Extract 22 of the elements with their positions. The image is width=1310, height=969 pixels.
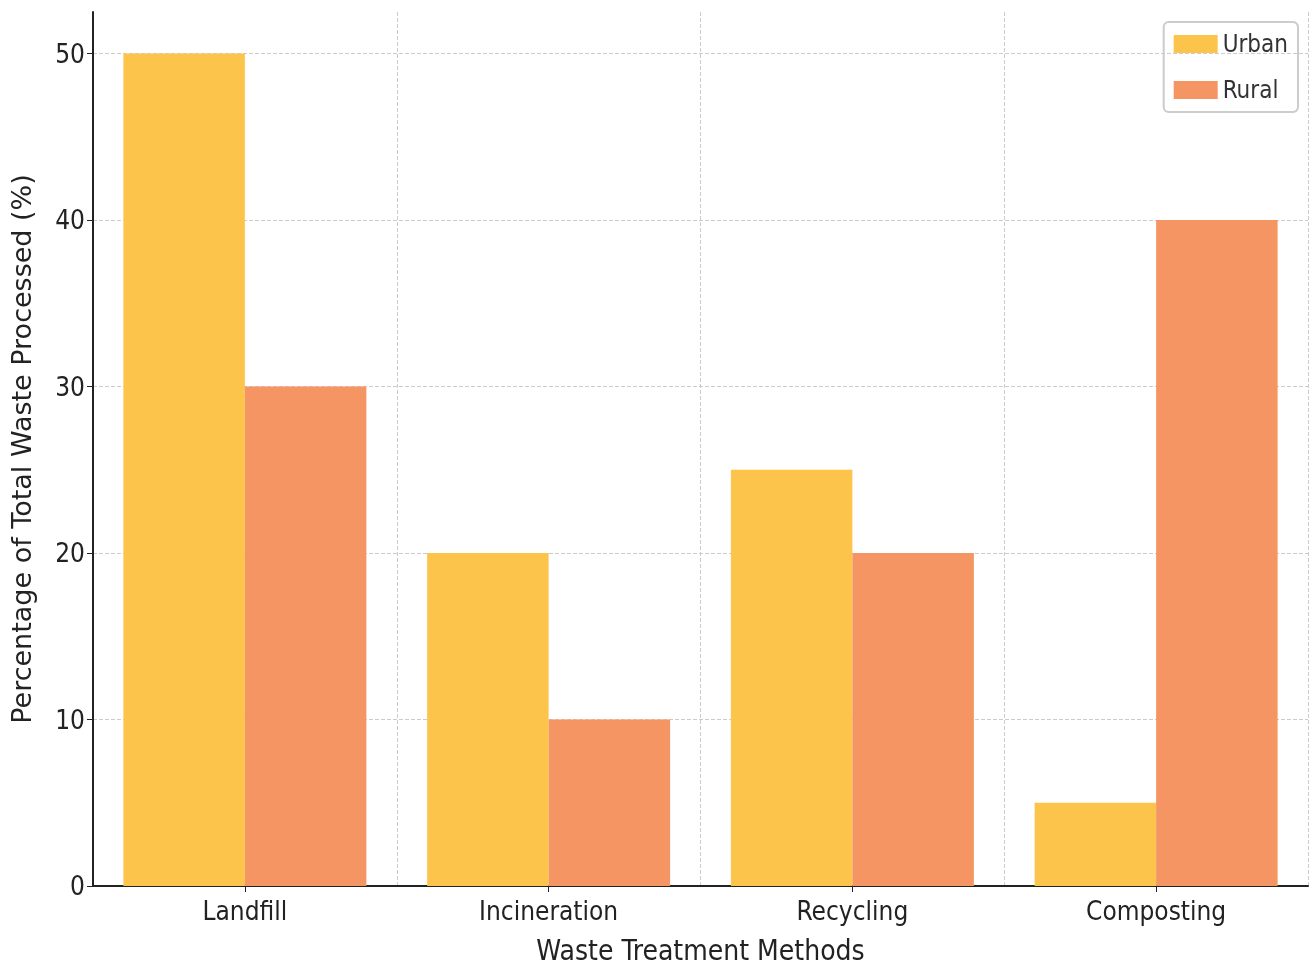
- x-tick-label: Incineration: [479, 896, 619, 926]
- y-tick-label: 20: [55, 538, 85, 569]
- x-axis-title: Waste Treatment Methods: [536, 933, 865, 967]
- x-tick-label: Landfill: [202, 896, 288, 926]
- legend-label: Urban: [1222, 30, 1288, 58]
- bar: [730, 469, 853, 886]
- bar: [244, 386, 367, 886]
- bar: [548, 719, 671, 886]
- legend-label: Rural: [1222, 76, 1279, 104]
- y-tick-label: 50: [55, 38, 85, 69]
- y-tick-label: 0: [70, 871, 85, 901]
- bar: [852, 553, 974, 886]
- x-tick-label: Recycling: [796, 896, 909, 926]
- bar: [427, 553, 549, 886]
- bar: [1156, 220, 1278, 886]
- y-tick-label: 40: [55, 205, 85, 236]
- bar: [1034, 802, 1157, 886]
- y-tick-label: 30: [55, 371, 85, 402]
- y-tick-label: 10: [55, 704, 85, 735]
- bar: [123, 53, 245, 886]
- y-axis-title: Percentage of Total Waste Processed (%): [6, 174, 37, 724]
- x-tick-label: Composting: [1086, 896, 1227, 926]
